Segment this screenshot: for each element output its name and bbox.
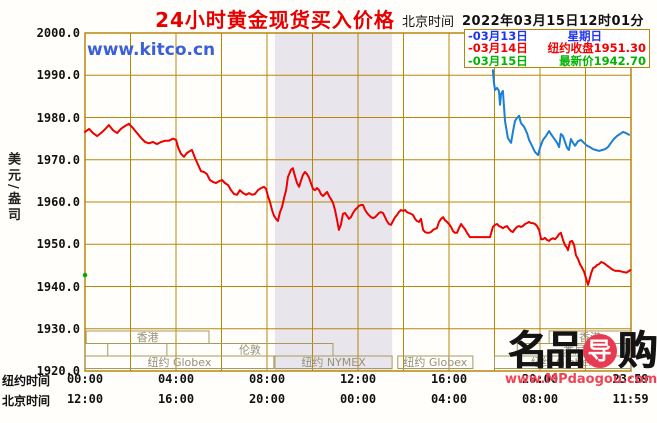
x-tick-label: 04:00 [157, 372, 195, 386]
market-session-box [274, 355, 393, 369]
price-line [491, 69, 630, 157]
y-tick-label: 1920.0 [36, 364, 80, 378]
x-tick-label: 08:00 [248, 372, 286, 386]
legend-item-day3: -03月15日 最新价1942.70 [468, 55, 646, 67]
x-axis-row-caption: 纽约时间 [2, 374, 51, 388]
legend-date: -03月14日 [468, 41, 528, 56]
y-tick-label: 1960.0 [36, 195, 80, 209]
y-tick-label: 1980.0 [36, 110, 80, 125]
market-session-box [85, 330, 210, 344]
y-tick-label: 1930.0 [36, 321, 80, 336]
legend-value: 纽约收盘1951.30 [547, 41, 646, 56]
logo-red-seal-icon: 导 [582, 334, 617, 368]
page-title: 24小时黄金现货买入价格 [155, 8, 395, 32]
legend-item-day1: -03月13日 星期日 [468, 30, 646, 42]
market-session-label: 香港 [137, 331, 159, 344]
x-tick-label: 12:00 [339, 372, 377, 386]
legend-date: -03月13日 [468, 29, 528, 44]
y-tick-label: 1970.0 [36, 152, 80, 167]
x-tick-label: 16:00 [430, 372, 468, 386]
timezone-label: 北京时间 [402, 15, 455, 30]
x-tick-label: 04:00 [430, 392, 468, 406]
mpdaogou-logo: 名品 导 购 www.MPdaogou.com [505, 331, 657, 386]
x-tick-label: 08:00 [521, 392, 559, 406]
price-line [84, 122, 632, 286]
x-axis-row-caption: 北京时间 [2, 394, 51, 408]
legend-date: -03月15日 [468, 53, 528, 68]
market-session-label: 悉尼 [563, 344, 585, 357]
x-tick-label: 20:00 [521, 372, 559, 386]
logo-text-right: 购 [617, 328, 657, 374]
market-session-label: 纽约 NYMEX [301, 355, 366, 369]
x-tick-label: 00:00 [339, 392, 377, 406]
x-tick-label: 00:00 [66, 372, 104, 386]
legend-item-day2: -03月14日 纽约收盘1951.30 [468, 42, 646, 54]
datetime-stamp: 2022年03月15日12时01分 [462, 14, 645, 29]
plot-border [84, 32, 632, 372]
price-line [84, 272, 88, 277]
market-session-label: 纽约 Globex [531, 355, 595, 369]
legend: -03月13日 星期日 -03月14日 纽约收盘1951.30 -03月15日 … [464, 29, 650, 68]
market-session-box [84, 355, 275, 369]
y-axis-title: 美元/盎司 [5, 152, 20, 224]
legend-value: 最新价1942.70 [559, 53, 646, 68]
market-session-label: 纽约 Globex [403, 355, 467, 369]
market-session-box [84, 343, 109, 357]
kitco-watermark: www.kitco.cn [87, 40, 216, 60]
y-tick-label: 1950.0 [36, 237, 80, 252]
y-tick-label: 2000.0 [36, 26, 80, 40]
x-tick-label: 20:00 [248, 392, 286, 406]
mpdaogou-url: www.MPdaogou.com [505, 372, 657, 387]
y-tick-label: 1940.0 [36, 279, 80, 294]
x-tick-label: 12:00 [66, 392, 104, 406]
x-tick-label: 11:59 [612, 392, 649, 406]
market-session-label: 纽约 Globex [147, 355, 211, 369]
y-tick-label: 1990.0 [36, 68, 80, 83]
market-session-box [494, 355, 632, 369]
legend-value: 星期日 [567, 29, 603, 44]
x-tick-label: 23:59 [612, 372, 649, 386]
market-session-label: 伦敦 [239, 343, 261, 357]
x-tick-label: 16:00 [157, 392, 195, 406]
market-session-box [397, 355, 474, 369]
mpdaogou-logo-glyphs: 名品 导 购 [505, 331, 657, 371]
logo-text-left: 名品 [507, 328, 585, 374]
